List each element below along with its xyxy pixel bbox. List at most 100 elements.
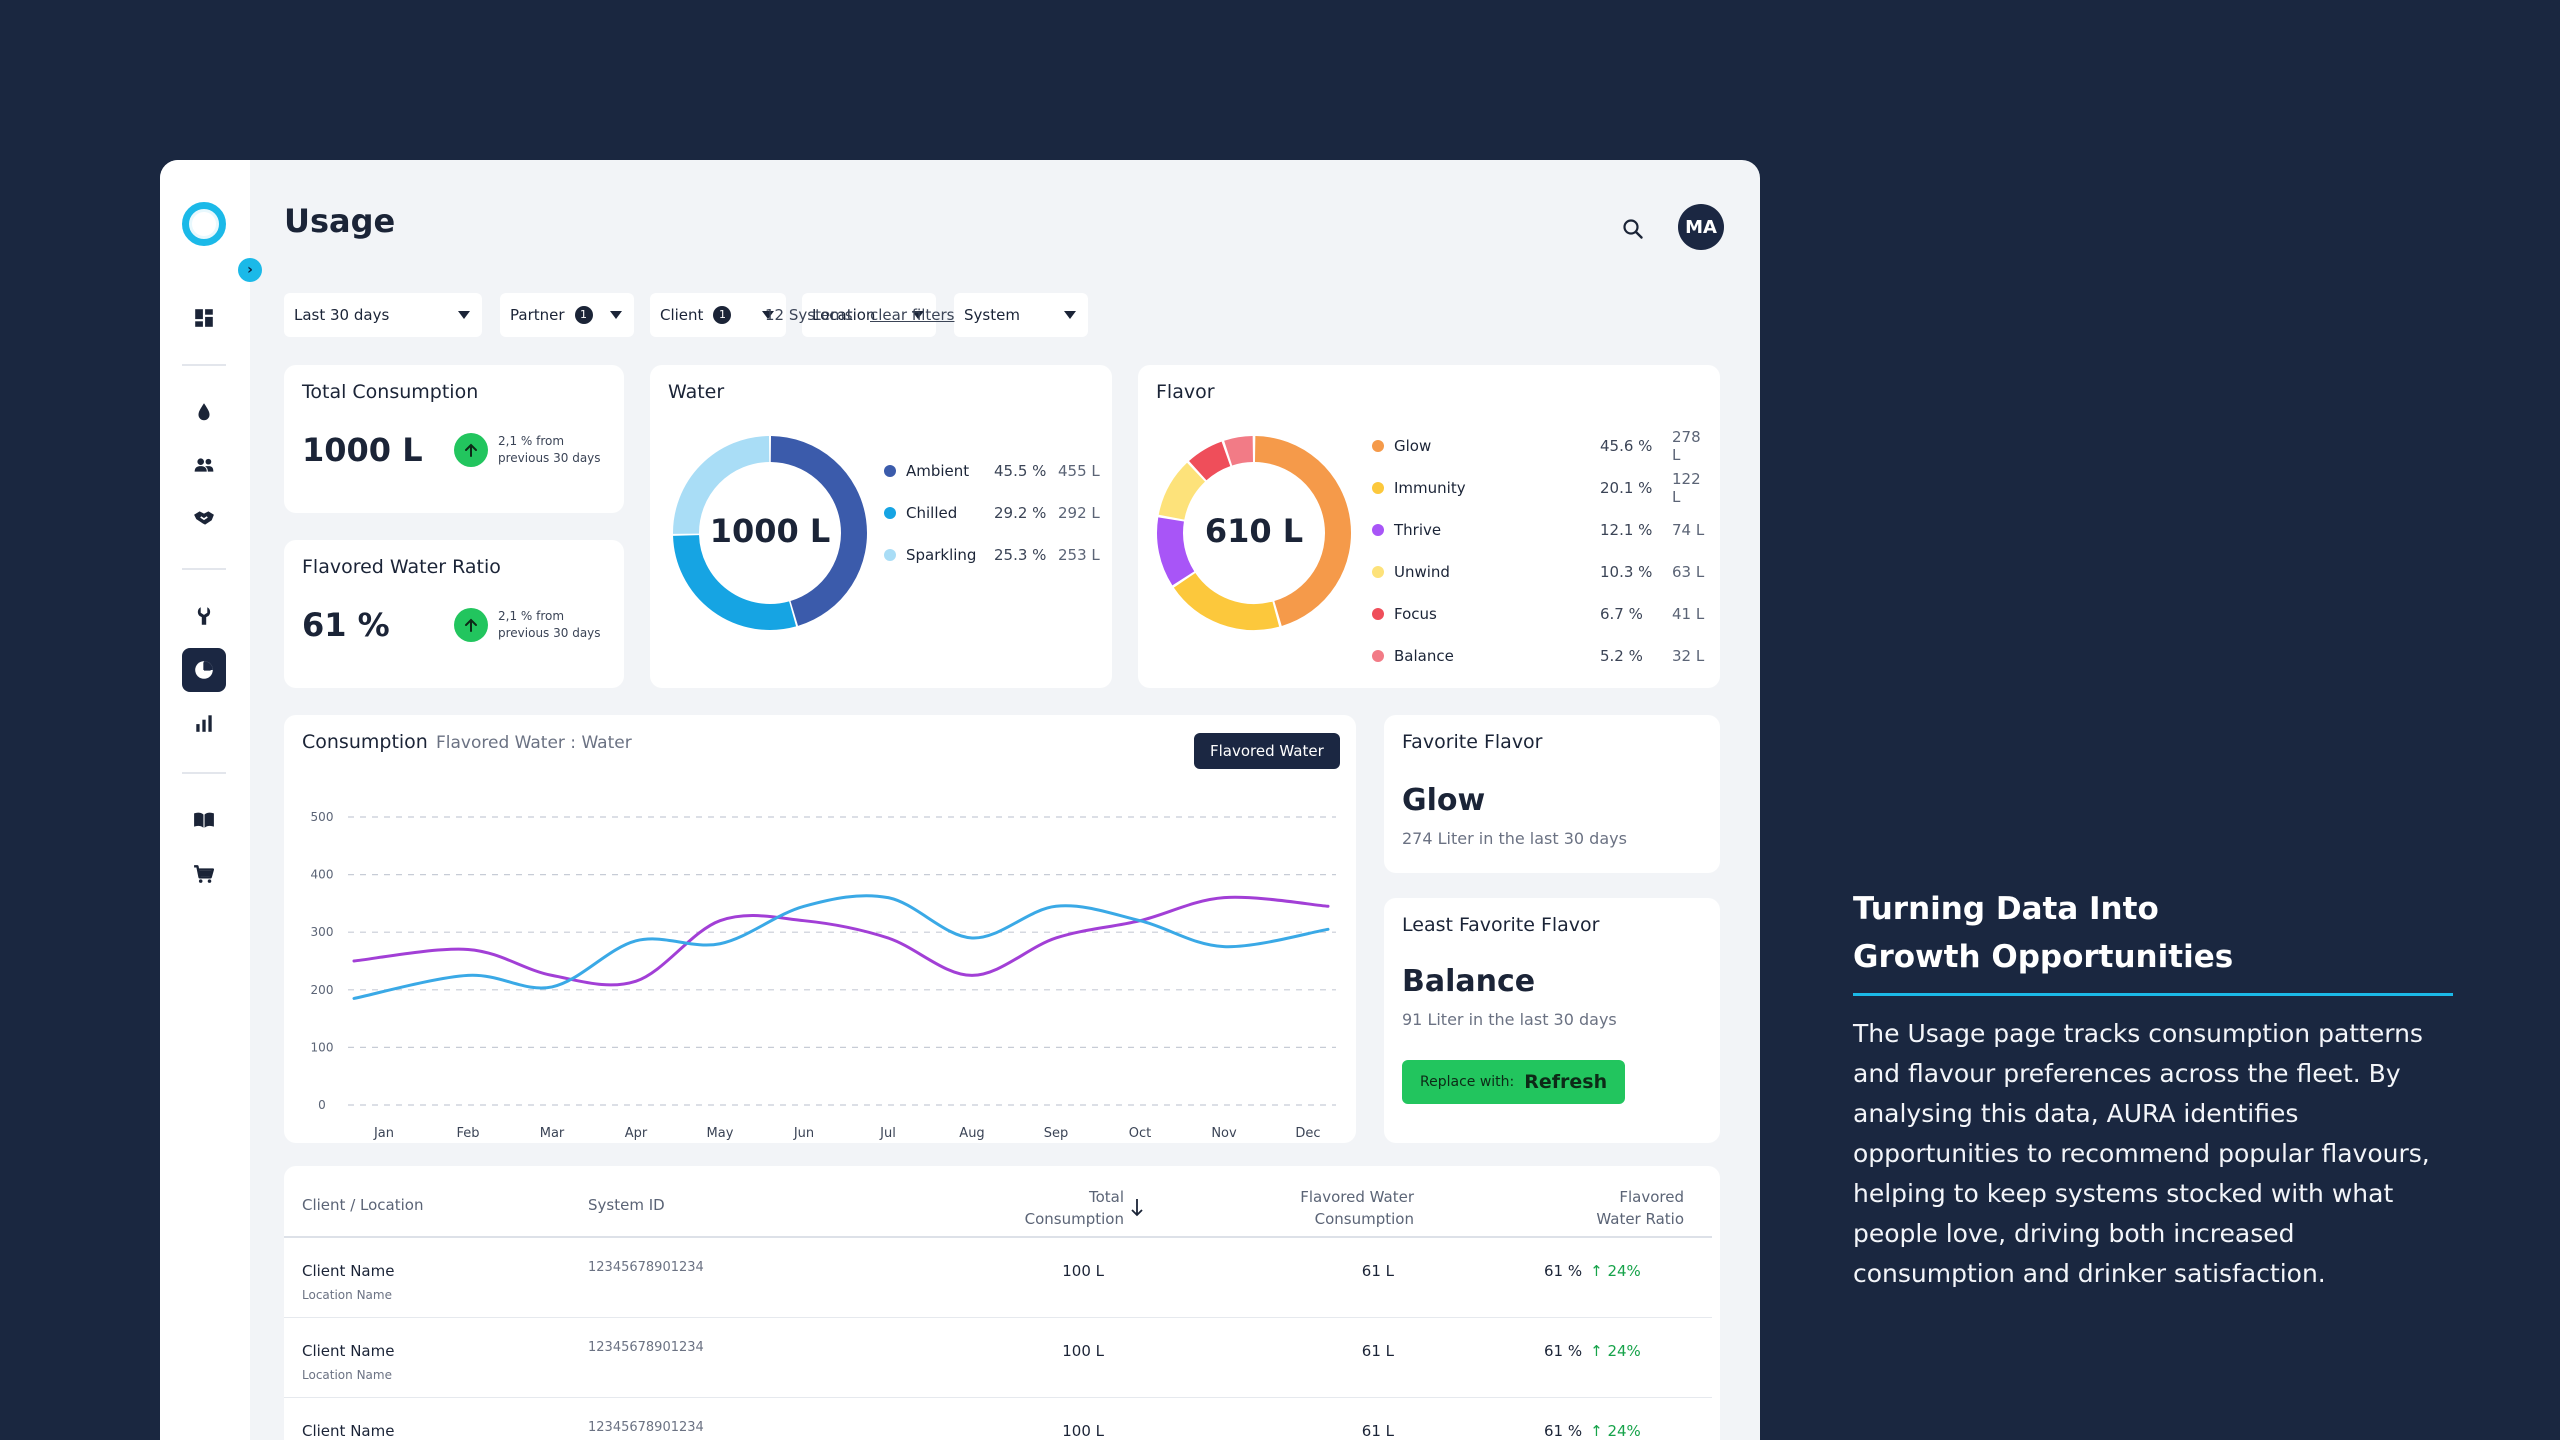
location-filter[interactable]: Location: [802, 293, 936, 337]
column-header-flavored[interactable]: Flavored Water Consumption: [1184, 1186, 1414, 1230]
column-header-ratio[interactable]: Flavored Water Ratio: [1484, 1186, 1684, 1230]
donut-slice-ambient[interactable]: [770, 436, 867, 626]
location-filter-label: Location: [812, 306, 876, 324]
marketing-copy: Turning Data Into Growth Opportunities T…: [1853, 885, 2453, 1294]
column-header-total[interactable]: Total Consumption: [924, 1186, 1124, 1230]
system-filter[interactable]: System: [954, 293, 1088, 337]
y-tick-label: 100: [311, 1040, 334, 1054]
legend-item-unwind[interactable]: Unwind 10.3 % 63 L: [1372, 551, 1708, 593]
column-header-total-line1: Total: [1088, 1188, 1124, 1206]
period-filter-label: Last 30 days: [294, 306, 390, 324]
legend-item-glow[interactable]: Glow 45.6 % 278 L: [1372, 425, 1708, 467]
nav-divider: [182, 568, 226, 570]
flavored-water-toggle[interactable]: Flavored Water: [1194, 733, 1340, 769]
app-window: › Usage: [160, 160, 1760, 1440]
pie-chart-icon[interactable]: [182, 648, 226, 692]
sidebar: ›: [160, 160, 262, 1440]
x-tick-label: Jan: [373, 1126, 394, 1141]
x-tick-label: Jul: [879, 1126, 896, 1141]
x-tick-label: Oct: [1129, 1126, 1151, 1141]
legend-item-thrive[interactable]: Thrive 12.1 % 74 L: [1372, 509, 1708, 551]
column-header-system[interactable]: System ID: [588, 1196, 665, 1214]
sort-down-icon[interactable]: [1130, 1196, 1144, 1218]
cell-client: Client Name: [302, 1422, 395, 1440]
table-header-divider: [284, 1236, 1712, 1238]
replace-value: Refresh: [1524, 1071, 1608, 1093]
legend-item-balance[interactable]: Balance 5.2 % 32 L: [1372, 635, 1708, 677]
delta-indicator: 2,1 % from previous 30 days: [454, 433, 608, 467]
water-drop-icon[interactable]: [182, 390, 226, 434]
legend-item-immunity[interactable]: Immunity 20.1 % 122 L: [1372, 467, 1708, 509]
donut-slice-chilled[interactable]: [673, 534, 797, 630]
total-consumption-value: 1000 L: [302, 431, 423, 469]
y-tick-label: 200: [311, 983, 334, 997]
search-button[interactable]: [1616, 212, 1650, 246]
donut-slice-thrive[interactable]: [1157, 517, 1195, 586]
bar-chart-icon[interactable]: [182, 701, 226, 745]
systems-count: 12 Systems: [765, 306, 853, 324]
legend-item-focus[interactable]: Focus 6.7 % 41 L: [1372, 593, 1708, 635]
dashboard-icon[interactable]: [182, 296, 226, 340]
series-line-flavored-water[interactable]: [352, 895, 1330, 987]
cell-client: Client Name: [302, 1342, 395, 1360]
side-divider: [1853, 993, 2453, 996]
legend-percent: 20.1 %: [1600, 479, 1653, 497]
series-line-water[interactable]: [352, 894, 1330, 1000]
card-title: Favorite Flavor: [1402, 731, 1543, 753]
column-header-client[interactable]: Client / Location: [302, 1196, 424, 1214]
delta-text: 2,1 % from previous 30 days: [498, 434, 601, 465]
cart-icon[interactable]: [182, 852, 226, 896]
main-content: Usage MA Last 30 days Partner 1 Client 1…: [250, 160, 1760, 1440]
users-icon[interactable]: [182, 443, 226, 487]
page-title: Usage: [284, 202, 396, 240]
legend-item-ambient[interactable]: Ambient 45.5 % 455 L: [884, 450, 1100, 492]
x-tick-label: Sep: [1044, 1126, 1069, 1141]
replace-flavor-button[interactable]: Replace with: Refresh: [1402, 1060, 1626, 1104]
book-icon[interactable]: [182, 798, 226, 842]
legend-percent: 5.2 %: [1600, 647, 1643, 665]
donut-slice-unwind[interactable]: [1158, 462, 1206, 521]
legend-percent: 29.2 %: [994, 504, 1047, 522]
partner-filter[interactable]: Partner 1: [500, 293, 634, 337]
x-tick-label: Feb: [456, 1126, 479, 1141]
handshake-icon[interactable]: [182, 496, 226, 540]
donut-slice-balance[interactable]: [1224, 436, 1254, 466]
partner-filter-label: Partner: [510, 306, 565, 324]
sidebar-expand-button[interactable]: ›: [238, 258, 262, 282]
search-icon: [1623, 219, 1643, 239]
legend-label: Immunity: [1394, 479, 1466, 497]
chevron-down-icon: [762, 311, 774, 319]
cell-total: 100 L: [1062, 1342, 1104, 1360]
donut-slice-sparkling[interactable]: [673, 436, 770, 535]
water-donut-chart: [673, 436, 867, 630]
clear-filters-link[interactable]: clear filters: [870, 306, 955, 324]
avatar[interactable]: MA: [1678, 204, 1724, 250]
x-tick-label: Apr: [625, 1126, 648, 1141]
legend-dot: [1372, 440, 1384, 452]
cell-flavored: 61 L: [1361, 1422, 1394, 1440]
card-title: Least Favorite Flavor: [1402, 914, 1600, 936]
wrench-icon[interactable]: [182, 594, 226, 638]
column-header-flavored-line1: Flavored Water: [1300, 1188, 1414, 1206]
client-filter[interactable]: Client 1: [650, 293, 786, 337]
client-count-badge: 1: [713, 306, 732, 324]
partner-count-badge: 1: [574, 306, 593, 324]
replace-label: Replace with:: [1420, 1074, 1515, 1090]
legend-item-sparkling[interactable]: Sparkling 25.3 % 253 L: [884, 534, 1100, 576]
logo-icon[interactable]: [182, 202, 226, 246]
donut-slice-focus[interactable]: [1189, 441, 1231, 481]
card-title: Total Consumption: [302, 381, 479, 403]
legend-item-chilled[interactable]: Chilled 29.2 % 292 L: [884, 492, 1100, 534]
arrow-up-icon: [454, 608, 488, 642]
donut-slice-immunity[interactable]: [1173, 572, 1280, 630]
chevron-down-icon: [1064, 311, 1076, 319]
ratio-trend: ↑ 24%: [1590, 1422, 1641, 1440]
flavor-donut-chart: [1157, 436, 1351, 630]
donut-slice-glow[interactable]: [1254, 436, 1351, 626]
period-filter[interactable]: Last 30 days: [284, 293, 482, 337]
x-tick-label: May: [707, 1126, 734, 1141]
legend-label: Focus: [1394, 605, 1437, 623]
